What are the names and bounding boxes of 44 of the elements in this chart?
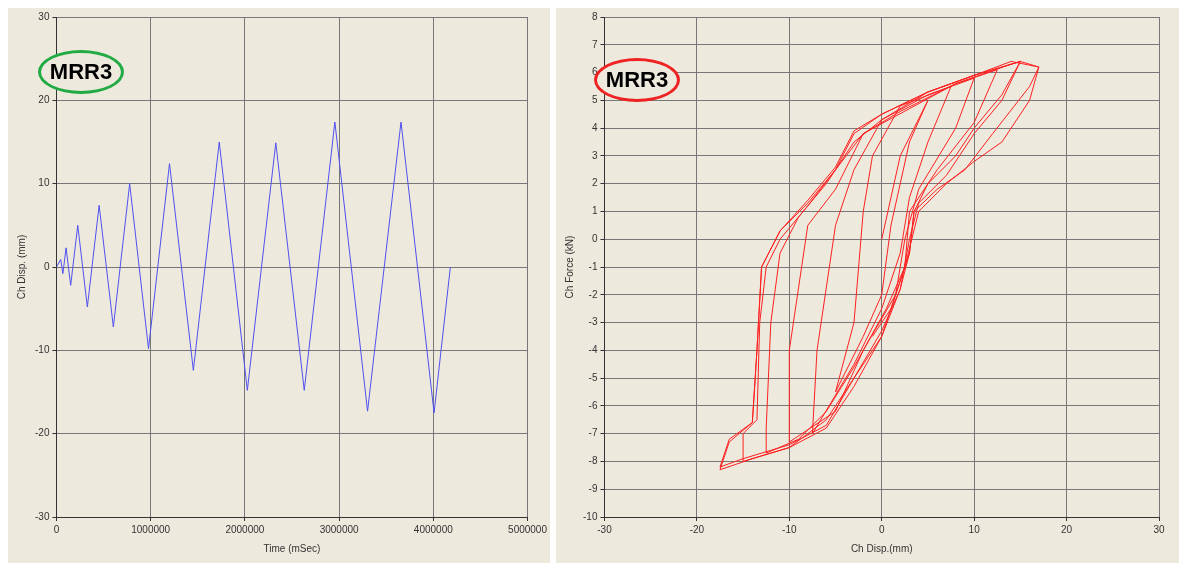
- x-tick-label: 4000000: [413, 523, 454, 535]
- y-tick-label: 1: [591, 205, 598, 217]
- y-tick-label: -1: [588, 260, 598, 272]
- y-tick-label: 10: [38, 177, 50, 189]
- y-tick-label: 2: [591, 177, 598, 189]
- y-tick-label: -9: [588, 482, 598, 494]
- y-tick-label: 20: [38, 94, 50, 106]
- x-axis-title: Ch Disp.(mm): [850, 542, 913, 554]
- x-tick-label: 1000000: [131, 523, 171, 535]
- annotation: MRR3: [49, 59, 113, 85]
- y-tick-label: -2: [588, 288, 598, 300]
- annotation: MRR3: [605, 67, 669, 93]
- y-tick-label: -5: [588, 371, 598, 383]
- y-tick-label: -8: [588, 455, 598, 467]
- y-tick-label: -7: [588, 427, 598, 439]
- x-axis-title: Time (mSec): [263, 542, 321, 554]
- x-tick-label: 20: [1061, 523, 1073, 535]
- x-tick-label: -10: [782, 523, 797, 535]
- y-axis-title: Ch Disp. (mm): [15, 234, 27, 300]
- x-tick-label: 2000000: [225, 523, 265, 535]
- y-tick-label: -4: [588, 344, 598, 356]
- y-tick-label: 6: [591, 66, 598, 78]
- y-tick-label: 7: [591, 38, 598, 50]
- x-tick-label: 30: [1153, 523, 1165, 535]
- x-tick-label: -20: [689, 523, 705, 535]
- x-tick-label: 5000000: [508, 523, 548, 535]
- y-tick-label: 30: [38, 10, 50, 22]
- y-tick-label: -10: [583, 510, 598, 522]
- y-tick-label: 5: [591, 94, 598, 106]
- x-tick-label: 10: [968, 523, 981, 535]
- y-tick-label: -6: [588, 399, 598, 411]
- y-axis-title: Ch Force (kN): [563, 235, 575, 299]
- y-tick-label: 0: [43, 260, 50, 272]
- x-tick-label: 0: [53, 523, 60, 535]
- y-tick-label: -3: [588, 316, 598, 328]
- y-tick-label: 3: [591, 149, 598, 161]
- x-tick-label: 0: [878, 523, 885, 535]
- y-tick-label: 4: [591, 121, 598, 133]
- y-tick-label: -10: [35, 344, 50, 356]
- y-tick-label: 0: [591, 232, 598, 244]
- y-tick-label: -30: [35, 510, 50, 522]
- y-tick-label: -20: [35, 427, 50, 439]
- x-tick-label: 3000000: [319, 523, 359, 535]
- y-tick-label: 8: [591, 10, 598, 22]
